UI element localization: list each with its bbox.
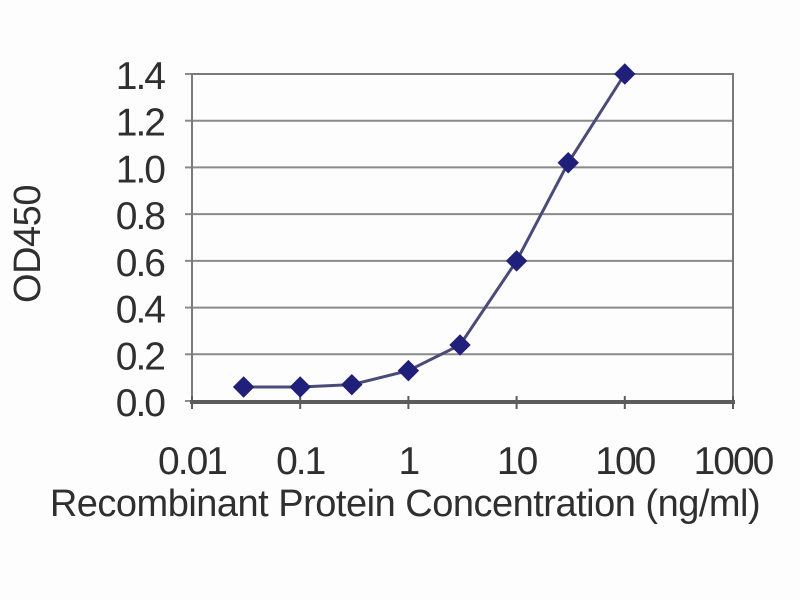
x-tick-label: 10 <box>497 440 538 483</box>
gridlines-layer <box>185 73 733 402</box>
x-axis-title: Recombinant Protein Concentration (ng/ml… <box>50 483 760 525</box>
y-tick-label: 0.2 <box>116 335 165 378</box>
y-tick-label: 0.6 <box>116 242 165 285</box>
x-tick-label: 1 <box>399 440 419 483</box>
x-tick-label: 1000 <box>694 440 774 483</box>
y-axis-title: OD450 <box>7 185 49 303</box>
x-tick-label: 0.1 <box>276 440 325 483</box>
data-point-marker <box>341 373 363 396</box>
plot-frame-layer <box>190 73 735 409</box>
y-tick-label: 0.0 <box>116 382 166 425</box>
y-tick-label: 1.2 <box>116 102 165 145</box>
data-point-marker <box>449 334 471 356</box>
data-point-marker <box>557 152 579 174</box>
x-tick-label: 100 <box>595 440 655 483</box>
data-point-marker <box>232 376 255 398</box>
data-point-marker <box>614 63 636 85</box>
y-tick-label: 1.0 <box>116 148 166 191</box>
y-tick-label: 0.8 <box>116 195 165 238</box>
data-series-layer <box>232 63 636 398</box>
x-tick-label: 0.01 <box>158 440 226 483</box>
data-point-marker <box>505 250 528 272</box>
data-point-marker <box>397 359 420 382</box>
y-tick-label: 0.4 <box>116 289 166 332</box>
y-tick-label: 1.4 <box>116 55 166 98</box>
tick-labels-layer: 0.00.20.40.60.81.01.21.4 0.01 0.1 1 10 100 100… <box>116 55 776 483</box>
data-point-marker <box>289 376 311 398</box>
